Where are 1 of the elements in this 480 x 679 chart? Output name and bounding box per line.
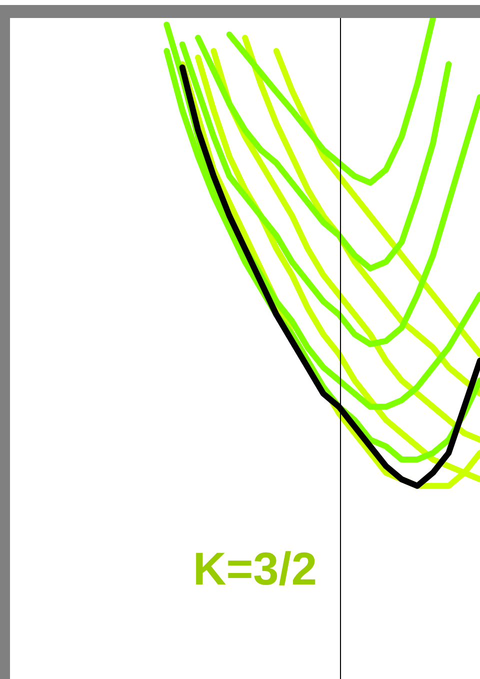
annotation: K=3/2 [192, 542, 318, 595]
